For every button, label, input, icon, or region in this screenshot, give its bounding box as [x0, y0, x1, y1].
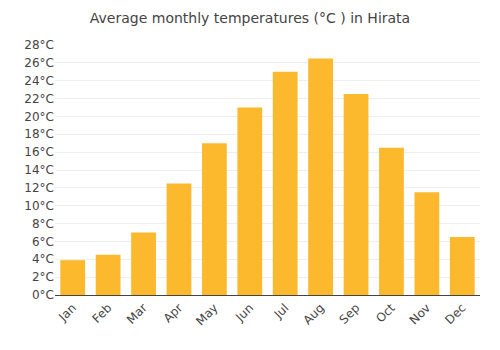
svg-text:10°C: 10°C: [24, 199, 54, 213]
svg-text:Oct: Oct: [373, 301, 398, 326]
svg-text:Apr: Apr: [161, 301, 186, 326]
svg-text:18°C: 18°C: [24, 127, 54, 141]
svg-text:Jan: Jan: [55, 301, 79, 325]
svg-text:Sep: Sep: [337, 301, 363, 327]
svg-text:Aug: Aug: [301, 301, 327, 327]
svg-text:Mar: Mar: [124, 301, 150, 327]
svg-text:Feb: Feb: [90, 301, 115, 326]
svg-text:0°C: 0°C: [32, 288, 54, 302]
svg-text:28°C: 28°C: [24, 38, 54, 52]
svg-text:26°C: 26°C: [24, 56, 54, 70]
svg-text:16°C: 16°C: [24, 145, 54, 159]
svg-text:6°C: 6°C: [32, 235, 54, 249]
svg-text:Average monthly temperatures (: Average monthly temperatures (°C ) in Hi…: [90, 10, 410, 26]
svg-text:22°C: 22°C: [24, 92, 54, 106]
svg-text:Nov: Nov: [407, 301, 433, 327]
svg-text:12°C: 12°C: [24, 181, 54, 195]
svg-text:8°C: 8°C: [32, 217, 54, 231]
svg-text:20°C: 20°C: [24, 110, 54, 124]
svg-text:Jul: Jul: [271, 301, 292, 322]
svg-text:4°C: 4°C: [32, 252, 54, 266]
svg-text:May: May: [193, 301, 220, 328]
svg-text:2°C: 2°C: [32, 270, 54, 284]
svg-text:24°C: 24°C: [24, 74, 54, 88]
svg-text:14°C: 14°C: [24, 163, 54, 177]
svg-text:Jun: Jun: [232, 301, 256, 325]
svg-text:Dec: Dec: [442, 301, 468, 327]
